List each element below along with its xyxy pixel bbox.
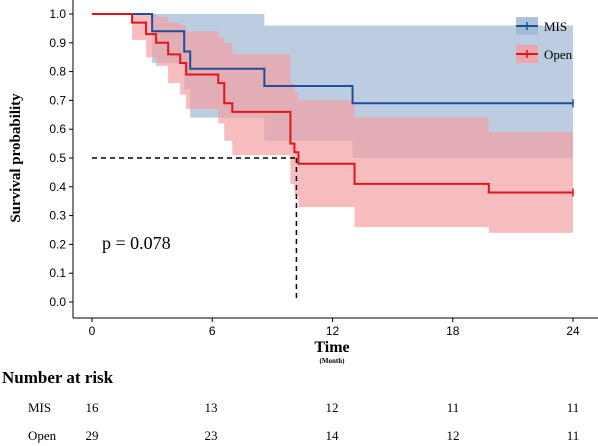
risk-row-mis: MIS 16 13 12 11 11 — [0, 400, 598, 418]
confidence-bands — [92, 14, 573, 233]
legend-label: MIS — [544, 19, 567, 34]
risk-value: 13 — [204, 400, 218, 415]
y-tick-label: 0.5 — [49, 151, 66, 165]
risk-value: 29 — [85, 428, 99, 443]
risk-table-title: Number at risk — [2, 368, 114, 387]
risk-value: 11 — [446, 400, 460, 415]
x-tick-label: 12 — [326, 324, 340, 338]
y-tick-label: 0.3 — [49, 209, 66, 223]
p-value-annotation: p = 0.078 — [102, 233, 171, 253]
x-axis-title: Time — [314, 339, 349, 356]
y-tick-label: 0.0 — [49, 295, 66, 309]
survival-curve-mis — [92, 13, 573, 105]
x-tick-label: 6 — [209, 324, 216, 338]
x-tick-label: 24 — [566, 324, 580, 338]
y-tick-label: 0.1 — [49, 266, 66, 280]
x-tick-label: 0 — [89, 324, 96, 338]
y-tick-label: 0.8 — [49, 65, 66, 79]
legend-label: Open — [544, 47, 573, 62]
y-tick-label: 0.7 — [49, 93, 66, 107]
y-tick-label: 0.2 — [49, 237, 66, 251]
x-axis-unit: (Month) — [320, 357, 346, 364]
y-tick-label: 0.6 — [49, 122, 66, 136]
y-tick-label: 1.0 — [49, 7, 66, 21]
risk-value: 12 — [446, 428, 460, 443]
risk-value: 11 — [566, 400, 580, 415]
survival-curves — [92, 13, 574, 197]
legend: MIS Open — [516, 17, 573, 63]
risk-row-open: Open 29 23 14 12 11 — [0, 428, 598, 446]
survival-curve-open — [92, 13, 573, 194]
y-tick-label: 0.4 — [49, 180, 66, 194]
y-tick-label: 0.9 — [49, 36, 66, 50]
risk-value: 12 — [325, 400, 339, 415]
risk-value: 23 — [204, 428, 218, 443]
risk-value: 14 — [325, 428, 339, 443]
risk-value: 11 — [566, 428, 580, 443]
y-axis-title: Survival probability — [8, 93, 24, 223]
x-tick-label: 18 — [446, 324, 460, 338]
risk-value: 16 — [85, 400, 99, 415]
risk-row-label: Open — [28, 428, 57, 443]
survival-chart: 0.0 0.1 0.2 0.3 0.4 0.5 0.6 0.7 0.8 0.9 1.0 0 6 12 18 2… — [8, 0, 598, 364]
risk-row-label: MIS — [28, 400, 52, 415]
axes: 0.0 0.1 0.2 0.3 0.4 0.5 0.6 0.7 0.8 0.9 1.0 0 6 12 18 2… — [8, 0, 598, 364]
